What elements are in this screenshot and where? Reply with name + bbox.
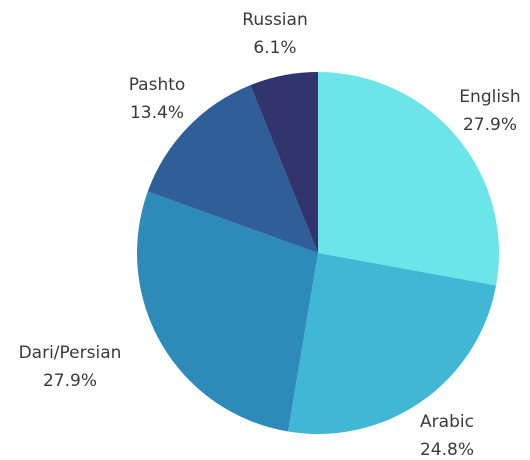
slice-value: 27.9% bbox=[463, 115, 517, 135]
slice-value: 13.4% bbox=[130, 103, 184, 123]
pie-slice bbox=[288, 253, 497, 434]
slice-label: Russian bbox=[242, 10, 307, 30]
slice-value: 6.1% bbox=[253, 38, 296, 58]
slice-label: Pashto bbox=[129, 75, 186, 95]
slice-label: Dari/Persian bbox=[19, 343, 122, 363]
pie-slice bbox=[250, 72, 318, 253]
pie-slice bbox=[147, 85, 318, 253]
pie-slice bbox=[137, 191, 318, 432]
slice-label: Arabic bbox=[420, 412, 474, 432]
slice-value: 27.9% bbox=[43, 371, 97, 391]
pie-slice bbox=[318, 72, 499, 286]
slice-label: English bbox=[459, 87, 520, 107]
slice-value: 24.8% bbox=[420, 440, 474, 460]
